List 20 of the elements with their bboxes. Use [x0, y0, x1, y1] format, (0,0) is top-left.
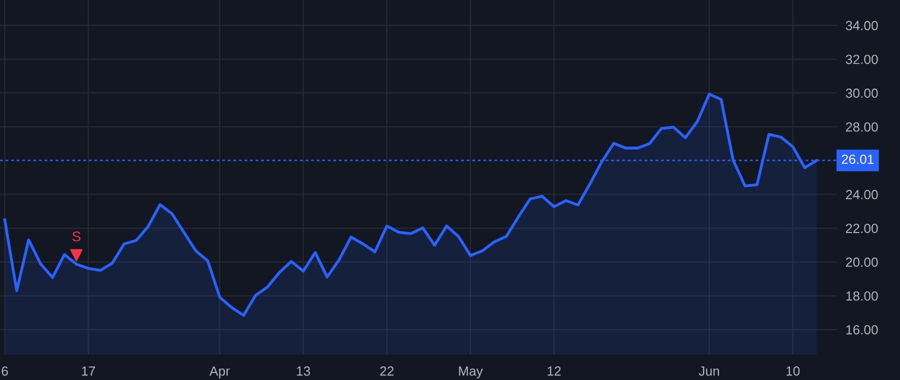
y-tick-label: 18.00 — [846, 291, 878, 301]
x-tick-label: Jun — [698, 366, 720, 376]
y-tick-label: 16.00 — [846, 325, 878, 334]
x-tick-label: 13 — [296, 366, 310, 376]
x-tick-label: 22 — [380, 366, 394, 376]
x-tick-label: 12 — [548, 366, 561, 376]
x-tick-label: 6 — [2, 366, 8, 376]
y-tick-label: 24.00 — [846, 190, 878, 200]
y-tick-label: 22.00 — [846, 224, 878, 234]
y-tick-label: 20.00 — [846, 258, 878, 267]
annotation: S — [72, 232, 80, 242]
y-tick-label: 30.00 — [846, 88, 878, 98]
ref-line-label: 26.01 — [842, 154, 874, 164]
y-tick-label: 28.00 — [846, 122, 878, 132]
y-tick-label: 34.00 — [846, 20, 878, 30]
x-tick-label: May — [459, 366, 483, 378]
x-tick-label: Apr — [209, 366, 230, 378]
x-tick-label: 17 — [82, 366, 96, 376]
x-tick-label: 10 — [786, 366, 800, 376]
y-tick-label: 32.00 — [846, 54, 878, 64]
